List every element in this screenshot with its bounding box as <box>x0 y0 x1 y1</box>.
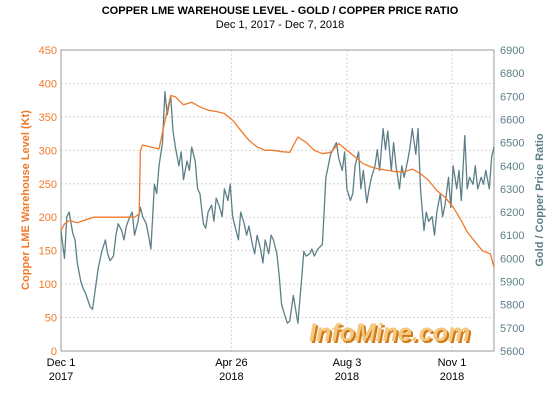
left-tick-label: 0 <box>51 346 57 358</box>
left-tick-label: 50 <box>45 313 57 325</box>
right-tick-label: 6800 <box>500 68 524 80</box>
left-axis-label: Copper LME Warehouse Level (Kt) <box>20 110 32 290</box>
left-tick-label: 450 <box>39 45 57 57</box>
series-layer <box>60 91 495 324</box>
right-tick-label: 6600 <box>500 114 524 126</box>
right-tick-label: 6400 <box>500 161 524 173</box>
right-axis-label: Gold / Copper Price Ratio <box>534 133 546 267</box>
left-tick-label: 100 <box>39 279 57 291</box>
left-tick-label: 150 <box>39 246 57 258</box>
plot-area-frame <box>60 49 495 352</box>
right-tick-label: 6000 <box>500 253 524 265</box>
left-tick-label: 200 <box>39 212 57 224</box>
grid <box>60 49 494 352</box>
series-line-gold-copper-ratio <box>60 91 495 324</box>
right-tick-label: 5800 <box>500 300 524 312</box>
x-tick-label: Aug 3 <box>333 357 362 369</box>
right-tick-label: 6300 <box>500 184 524 196</box>
left-tick-label: 250 <box>39 179 57 191</box>
left-tick-label: 350 <box>39 112 57 124</box>
x-tick-year: 2018 <box>219 371 243 383</box>
watermark-shadow: InfoMine.com <box>311 321 472 349</box>
chart-title: COPPER LME WAREHOUSE LEVEL - GOLD / COPP… <box>102 5 459 17</box>
right-tick-label: 6700 <box>500 91 524 103</box>
left-tick-label: 300 <box>39 145 57 157</box>
right-tick-label: 5600 <box>500 346 524 358</box>
left-tick-label: 400 <box>39 78 57 90</box>
right-tick-label: 6900 <box>500 45 524 57</box>
watermark-text: InfoMine.com <box>309 319 470 347</box>
right-tick-label: 6100 <box>500 230 524 242</box>
left-axis-ticks: 0 50 100 150 200 250 300 350 400 450 <box>39 45 57 358</box>
x-axis-ticks: Dec 1 2017 Apr 26 2018 Aug 3 2018 Nov 1 2018 <box>47 357 467 383</box>
x-tick-label: Nov 1 <box>438 357 467 369</box>
right-tick-label: 5700 <box>500 323 524 335</box>
chart-subtitle: Dec 1, 2017 - Dec 7, 2018 <box>216 19 344 31</box>
right-tick-label: 6500 <box>500 138 524 150</box>
x-tick-label: Dec 1 <box>47 357 76 369</box>
infomine-watermark: InfoMine.com InfoMine.com <box>309 319 472 349</box>
right-axis-ticks: 5600 5700 5800 5900 6000 6100 6200 6300 6400 6500… <box>500 45 524 358</box>
right-tick-label: 5900 <box>500 277 524 289</box>
series-line-copper-warehouse <box>60 94 495 268</box>
x-tick-year: 2018 <box>335 371 359 383</box>
x-tick-year: 2018 <box>440 371 464 383</box>
right-tick-label: 6200 <box>500 207 524 219</box>
x-tick-year: 2017 <box>49 371 73 383</box>
x-tick-label: Apr 26 <box>215 357 247 369</box>
